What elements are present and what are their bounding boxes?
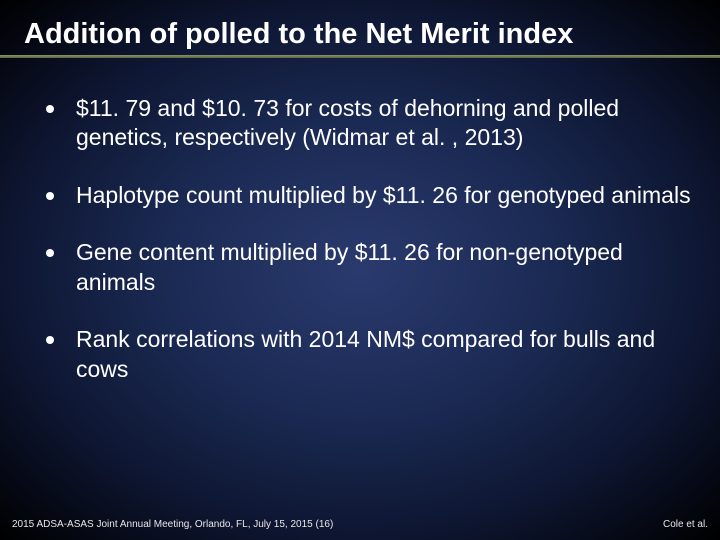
footer-left: 2015 ADSA-ASAS Joint Annual Meeting, Orl… (12, 519, 333, 530)
list-item: Haplotype count multiplied by $11. 26 fo… (46, 181, 692, 210)
list-item: $11. 79 and $10. 73 for costs of dehorni… (46, 94, 692, 153)
bullet-list: $11. 79 and $10. 73 for costs of dehorni… (46, 94, 692, 384)
slide-title: Addition of polled to the Net Merit inde… (24, 18, 692, 51)
list-item: Rank correlations with 2014 NM$ compared… (46, 325, 692, 384)
slide-footer: 2015 ADSA-ASAS Joint Annual Meeting, Orl… (12, 519, 708, 530)
list-item: Gene content multiplied by $11. 26 for n… (46, 238, 692, 297)
slide-content: $11. 79 and $10. 73 for costs of dehorni… (28, 58, 692, 540)
footer-right: Cole et al. (663, 519, 708, 530)
slide-container: Addition of polled to the Net Merit inde… (0, 0, 720, 540)
